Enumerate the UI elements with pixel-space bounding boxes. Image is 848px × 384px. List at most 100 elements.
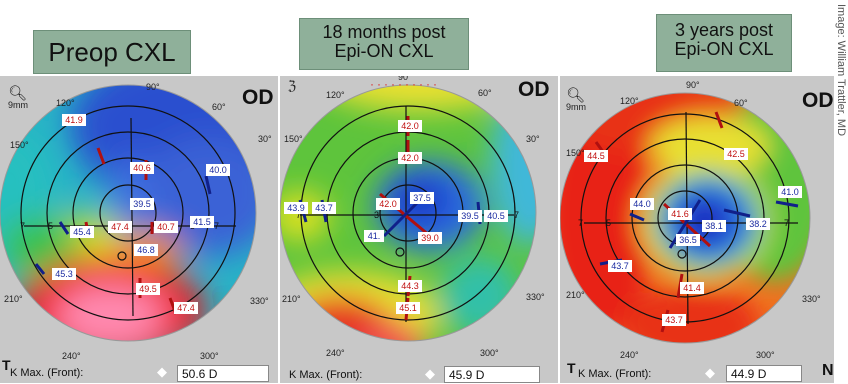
axis-label: 300° bbox=[480, 348, 499, 358]
svg-text:39.0: 39.0 bbox=[421, 233, 439, 243]
svg-text:46.8: 46.8 bbox=[137, 245, 155, 255]
svg-text:43.9: 43.9 bbox=[287, 203, 305, 213]
k-reading-label: 40.5 bbox=[484, 210, 508, 222]
axis-label: 150° bbox=[566, 148, 585, 158]
axis-label: 300° bbox=[756, 350, 775, 360]
kmax-label: K Max. (Front): bbox=[289, 369, 363, 381]
svg-text:41.6: 41.6 bbox=[671, 209, 689, 219]
svg-text:47.4: 47.4 bbox=[111, 222, 129, 232]
k-reading-label: 44.5 bbox=[584, 150, 608, 162]
axis-label: 150° bbox=[284, 134, 303, 144]
k-reading-label: 47.4 bbox=[174, 302, 198, 314]
k-reading-label: 40.0 bbox=[206, 164, 230, 176]
k-reading-label: 42.5 bbox=[724, 148, 748, 160]
axis-label: 120° bbox=[620, 96, 639, 106]
svg-text:41.5: 41.5 bbox=[193, 217, 211, 227]
ring-number: 7 bbox=[514, 210, 519, 220]
axis-label: 240° bbox=[326, 348, 345, 358]
axis-label: 240° bbox=[620, 350, 639, 360]
svg-text:40.7: 40.7 bbox=[157, 222, 175, 232]
eye-label: OD bbox=[518, 78, 550, 101]
k-reading-label: 44.3 bbox=[398, 280, 422, 292]
svg-text:42.0: 42.0 bbox=[379, 199, 397, 209]
k-reading-label: 41.0 bbox=[778, 186, 802, 198]
k-reading-label: 47.4 bbox=[108, 221, 132, 233]
k-reading-label: 43.7 bbox=[662, 314, 686, 326]
svg-text:40.6: 40.6 bbox=[133, 163, 151, 173]
ring-number: 7 bbox=[578, 218, 583, 228]
axis-label: 90 bbox=[398, 76, 408, 82]
k-reading-label: 41.9 bbox=[62, 114, 86, 126]
kmax-value: 50.6 D bbox=[177, 365, 269, 382]
svg-text:43.7: 43.7 bbox=[665, 315, 683, 325]
svg-text:36.5: 36.5 bbox=[679, 235, 697, 245]
axis-label: 90° bbox=[686, 80, 700, 90]
axis-label: 120° bbox=[56, 98, 75, 108]
svg-text:45.4: 45.4 bbox=[73, 227, 91, 237]
svg-text:38.1: 38.1 bbox=[705, 221, 723, 231]
ring-number: 3 bbox=[374, 210, 379, 220]
k-reading-label: 42.0 bbox=[398, 120, 422, 132]
axis-label: 210° bbox=[566, 290, 585, 300]
kmax-label: K Max. (Front): bbox=[10, 367, 84, 379]
svg-text:41.4: 41.4 bbox=[683, 283, 701, 293]
axis-label: 30° bbox=[258, 134, 272, 144]
topography-panel-3-years: 7 5 5 7 90° 120° 60° 150° 210° 330° 240°… bbox=[560, 76, 834, 383]
k-reading-label: 46.8 bbox=[134, 244, 158, 256]
kmax-value: 45.9 D bbox=[444, 366, 540, 383]
title-line: Epi-ON CXL bbox=[674, 39, 774, 60]
k-reading-label: 39.5 bbox=[130, 198, 154, 210]
reticule-dots: ·········· bbox=[370, 77, 440, 91]
svg-text:41.: 41. bbox=[368, 231, 381, 241]
corneal-map-preop: 7 5 5 7 90° 120° 60° 150° 30° 210° 330° … bbox=[0, 82, 272, 361]
temporal-marker: T bbox=[2, 357, 11, 373]
svg-text:38.2: 38.2 bbox=[749, 219, 767, 229]
corneal-map-3-years: 7 5 5 7 90° 120° 60° 150° 210° 330° 240°… bbox=[560, 80, 821, 360]
k-reading-label: 40.6 bbox=[130, 162, 154, 174]
svg-text:43.7: 43.7 bbox=[315, 203, 333, 213]
svg-text:40.5: 40.5 bbox=[487, 211, 505, 221]
title-line: 18 months post bbox=[322, 22, 446, 42]
kmax-label: K Max. (Front): bbox=[578, 368, 652, 380]
ring-number: 5 bbox=[48, 221, 53, 231]
svg-text:45.3: 45.3 bbox=[55, 269, 73, 279]
k-reading-label: 41. bbox=[364, 230, 384, 242]
k-reading-label: 40.7 bbox=[154, 221, 178, 233]
panel-title-preop: Preop CXL bbox=[33, 30, 191, 74]
svg-text:39.5: 39.5 bbox=[133, 199, 151, 209]
title-line: Epi-ON CXL bbox=[334, 41, 434, 62]
kmax-diamond-icon: ◆ bbox=[705, 365, 715, 380]
axis-label: 300° bbox=[200, 351, 219, 361]
map-scale-icon: ℨ bbox=[288, 78, 296, 93]
k-reading-label: 37.5 bbox=[410, 192, 434, 204]
zoom-scale-icon: 🔍︎ 9mm bbox=[8, 85, 28, 110]
k-reading-label: 42.0 bbox=[376, 198, 400, 210]
axis-label: 120° bbox=[326, 90, 345, 100]
svg-text:42.0: 42.0 bbox=[401, 153, 419, 163]
axis-label: 60° bbox=[212, 102, 226, 112]
k-reading-label: 45.3 bbox=[52, 268, 76, 280]
svg-text:39.5: 39.5 bbox=[461, 211, 479, 221]
axis-label: 60° bbox=[478, 88, 492, 98]
k-reading-label: 41.6 bbox=[668, 208, 692, 220]
topography-panel-18-months: 7 3 3 7 ·········· 90 120° 60° 150° 30° … bbox=[280, 76, 558, 383]
panel-title-3-years: 3 years post Epi-ON CXL bbox=[656, 14, 792, 72]
nasal-marker: N bbox=[822, 362, 834, 379]
axis-label: 330° bbox=[526, 292, 545, 302]
svg-text:49.5: 49.5 bbox=[139, 284, 157, 294]
svg-text:45.1: 45.1 bbox=[399, 303, 417, 313]
k-reading-label: 39.0 bbox=[418, 232, 442, 244]
svg-text:40.0: 40.0 bbox=[209, 165, 227, 175]
ring-number: 7 bbox=[214, 221, 219, 231]
svg-text:44.5: 44.5 bbox=[587, 151, 605, 161]
svg-text:42.0: 42.0 bbox=[401, 121, 419, 131]
corneal-map-18-months: 7 3 3 7 ·········· 90 120° 60° 150° 30° … bbox=[280, 76, 545, 358]
ring-number: 5 bbox=[606, 218, 611, 228]
k-reading-label: 45.4 bbox=[70, 226, 94, 238]
temporal-marker: T bbox=[567, 360, 576, 376]
svg-text:42.5: 42.5 bbox=[727, 149, 745, 159]
panel-title-18-months: 18 months post Epi-ON CXL bbox=[299, 18, 469, 70]
k-reading-label: 42.0 bbox=[398, 152, 422, 164]
ring-number: 7 bbox=[20, 221, 25, 231]
axis-label: 330° bbox=[250, 296, 269, 306]
